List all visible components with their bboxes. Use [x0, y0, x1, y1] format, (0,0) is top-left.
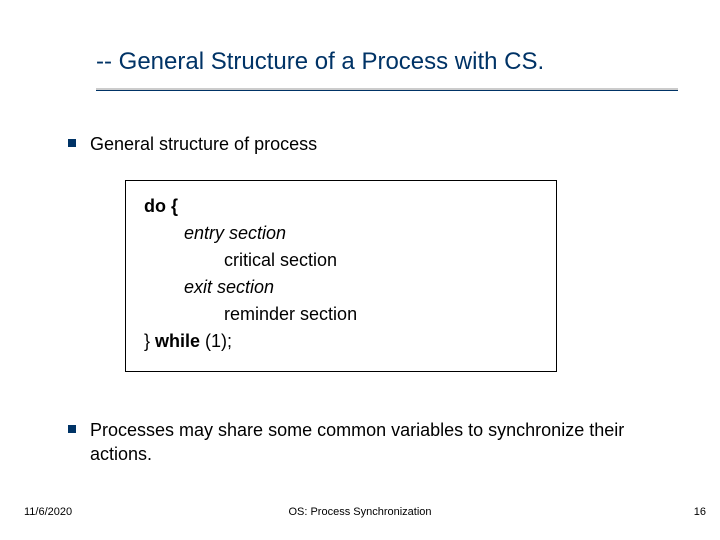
bullet-square-icon — [68, 425, 76, 433]
footer-date: 11/6/2020 — [24, 506, 72, 518]
code-while-suffix: (1); — [200, 331, 232, 351]
bullet-item-2: Processes may share some common variable… — [68, 418, 688, 467]
slide-title: -- General Structure of a Process with C… — [96, 48, 544, 76]
footer-title: OS: Process Synchronization — [288, 506, 431, 518]
bullet-text-2: Processes may share some common variable… — [90, 418, 688, 467]
code-reminder: reminder section — [144, 301, 538, 328]
bullet-item-1: General structure of process — [68, 132, 317, 156]
slide: -- General Structure of a Process with C… — [0, 0, 720, 540]
footer-page: 16 — [694, 506, 706, 518]
code-do: do { — [144, 193, 538, 220]
bullet-square-icon — [68, 139, 76, 147]
code-exit: exit section — [144, 274, 538, 301]
footer: 11/6/2020 OS: Process Synchronization 16 — [0, 498, 720, 518]
code-critical: critical section — [144, 247, 538, 274]
code-while-prefix: } — [144, 331, 155, 351]
title-underline — [96, 88, 678, 91]
code-while-keyword: while — [155, 331, 200, 351]
code-while: } while (1); — [144, 328, 538, 355]
code-entry: entry section — [144, 220, 538, 247]
bullet-text-1: General structure of process — [90, 132, 317, 156]
code-box: do { entry section critical section exit… — [125, 180, 557, 372]
